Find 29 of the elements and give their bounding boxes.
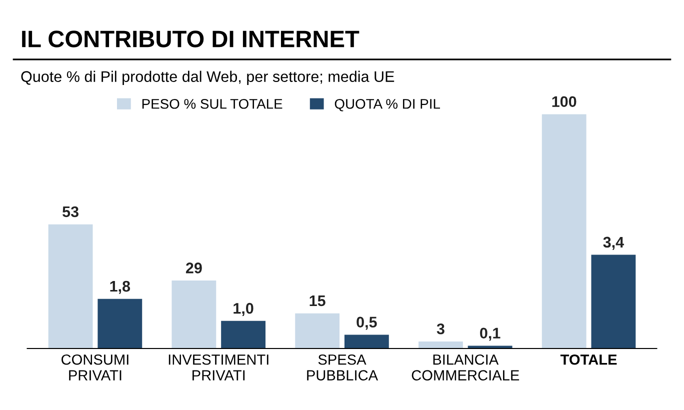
data-label: 1,0 [234,302,254,316]
data-label: 3,4 [603,236,624,250]
data-label: 1,8 [110,280,130,294]
bar [542,114,586,348]
chart-subtitle: Quote % di Pil prodotte dal Web, per settore; media UE [21,70,394,86]
x-tick-label: TOTALE [560,354,617,365]
bar [48,224,93,348]
bar [172,280,216,348]
x-tick-label: CONSUMI PRIVATI [62,354,128,380]
x-tick-label: SPESA PUBBLICA [307,354,378,380]
bar [98,298,142,348]
bar [468,346,512,348]
data-label: 0,1 [480,328,500,341]
bar [295,313,340,348]
x-tick-label: BILANCIA COMMERCIALE [412,354,520,380]
data-label: 53 [62,206,78,218]
data-label: 15 [310,296,326,306]
data-label: 100 [552,96,576,108]
chart-title: IL CONTRIBUTO DI INTERNET [22,30,360,48]
legend-label: PESO % SUL TOTALE [142,98,282,109]
x-tick-label: INVESTIMENTI PRIVATI [168,354,268,380]
bar [418,341,463,348]
bar [221,320,266,348]
data-label: 0,5 [356,316,377,330]
legend-label: QUOTA % DI PIL [334,98,440,112]
bar [591,254,636,348]
data-label: 29 [186,262,202,274]
data-label: 3 [436,323,444,334]
bar [344,334,389,348]
